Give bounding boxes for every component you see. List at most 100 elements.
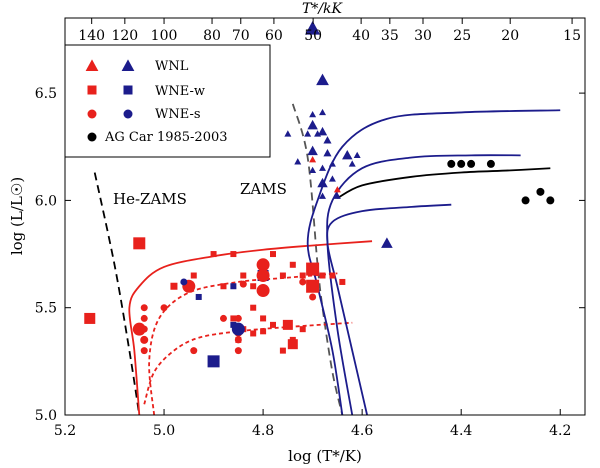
data-point-square — [270, 321, 276, 328]
y-tick-label: 5.0 — [35, 408, 57, 424]
legend-label-ag-car: AG Car 1985-2003 — [104, 130, 228, 145]
data-point-square — [279, 347, 286, 354]
data-point-circle — [447, 159, 456, 168]
data-point-circle — [486, 159, 495, 168]
data-point-circle — [467, 159, 476, 168]
data-point-circle — [309, 293, 317, 301]
curve-zams — [291, 103, 344, 416]
top-axis-label: T*/kK — [302, 1, 344, 17]
top-tick-label: 50 — [304, 28, 322, 44]
annotation-he-zams: He-ZAMS — [113, 190, 187, 208]
data-point-triangle — [307, 145, 318, 156]
data-point-circle — [219, 314, 227, 322]
data-point-triangle — [323, 148, 332, 157]
top-tick-label: 120 — [111, 28, 138, 44]
data-point-triangle — [307, 119, 318, 130]
data-point-square — [84, 312, 96, 324]
top-tick-label: 30 — [414, 28, 432, 44]
top-tick-label: 100 — [151, 28, 178, 44]
x-tick-label: 5.2 — [54, 423, 76, 439]
data-point-circle — [190, 347, 198, 355]
legend-marker-wne-w-red — [87, 85, 97, 95]
data-point-square — [299, 326, 306, 333]
curve-he-zams — [93, 172, 141, 416]
legend-marker-wnl-blue — [121, 59, 135, 71]
curve-track-red-dashed-lower — [143, 321, 353, 405]
data-point-square — [329, 272, 336, 279]
legend-markers — [85, 59, 135, 142]
data-points — [84, 20, 555, 368]
data-point-circle — [140, 304, 148, 312]
data-point-triangle — [323, 136, 332, 144]
data-point-square — [240, 272, 247, 279]
data-point-square — [250, 283, 257, 290]
legend-label-wne-s: WNE-s — [155, 107, 201, 122]
data-point-circle — [140, 335, 149, 344]
x-axis-label: log (T*/K) — [288, 447, 362, 465]
data-point-square — [230, 321, 237, 328]
data-point-circle — [180, 278, 188, 286]
plot-frame — [64, 17, 586, 416]
x-tick-label: 4.4 — [450, 423, 472, 439]
data-point-circle — [132, 322, 146, 336]
data-point-square — [210, 251, 217, 258]
data-point-circle — [140, 347, 148, 355]
data-point-square — [260, 315, 267, 322]
legend-box — [64, 44, 271, 158]
data-point-triangle — [309, 110, 317, 118]
data-point-triangle — [319, 164, 327, 171]
top-tick-label: 60 — [265, 28, 283, 44]
data-point-triangle — [309, 156, 317, 163]
evolution-tracks — [93, 103, 561, 416]
data-point-square — [250, 304, 257, 311]
top-tick-label: 20 — [501, 28, 519, 44]
y-axis-label: log (L/L☉) — [8, 177, 26, 255]
data-point-triangle — [381, 237, 393, 248]
data-point-triangle — [317, 126, 328, 136]
data-point-triangle — [328, 175, 336, 182]
data-point-circle — [457, 159, 466, 168]
x-tick-label: 5.0 — [153, 423, 175, 439]
legend-label-wnl: WNL — [155, 59, 189, 74]
legend-marker-wne-w-blue — [123, 85, 133, 95]
x-tick-label: 4.2 — [549, 423, 571, 439]
curve-track-red-solid — [128, 240, 373, 416]
data-point-square — [230, 283, 237, 290]
data-point-triangle — [316, 73, 329, 86]
data-point-triangle — [319, 108, 327, 116]
y-tick-label: 6.0 — [35, 193, 57, 209]
data-point-triangle — [314, 130, 322, 137]
data-point-square — [270, 251, 276, 258]
data-point-square — [195, 293, 202, 300]
data-point-circle — [299, 278, 307, 286]
data-point-circle — [536, 187, 545, 196]
y-tick-label: 5.5 — [35, 301, 57, 317]
data-point-square — [230, 251, 237, 258]
top-tick-label: 40 — [352, 28, 370, 44]
annotation-zams: ZAMS — [240, 180, 287, 198]
data-point-circle — [256, 258, 270, 272]
data-point-triangle — [304, 130, 312, 137]
data-point-circle — [256, 284, 270, 298]
data-point-triangle — [333, 192, 341, 199]
data-point-square — [306, 262, 320, 276]
top-tick-label: 140 — [78, 28, 105, 44]
data-point-circle — [140, 314, 148, 322]
legend-marker-wne-s-red — [87, 109, 97, 119]
data-point-circle — [234, 336, 242, 344]
data-point-square — [133, 237, 146, 250]
data-point-circle — [521, 196, 530, 205]
legend-marker-wne-s-blue — [123, 109, 133, 119]
data-point-square — [220, 283, 227, 290]
data-point-circle — [234, 347, 242, 355]
top-tick-label: 25 — [453, 28, 471, 44]
data-point-triangle — [348, 160, 356, 167]
y-tick-label: 6.5 — [35, 86, 57, 102]
curve-track-red-dashed-upper — [148, 272, 338, 416]
x-tick-label: 4.8 — [252, 423, 274, 439]
data-point-square — [289, 261, 296, 268]
data-point-triangle — [284, 130, 292, 137]
data-point-square — [260, 328, 267, 335]
data-point-triangle — [353, 151, 361, 159]
